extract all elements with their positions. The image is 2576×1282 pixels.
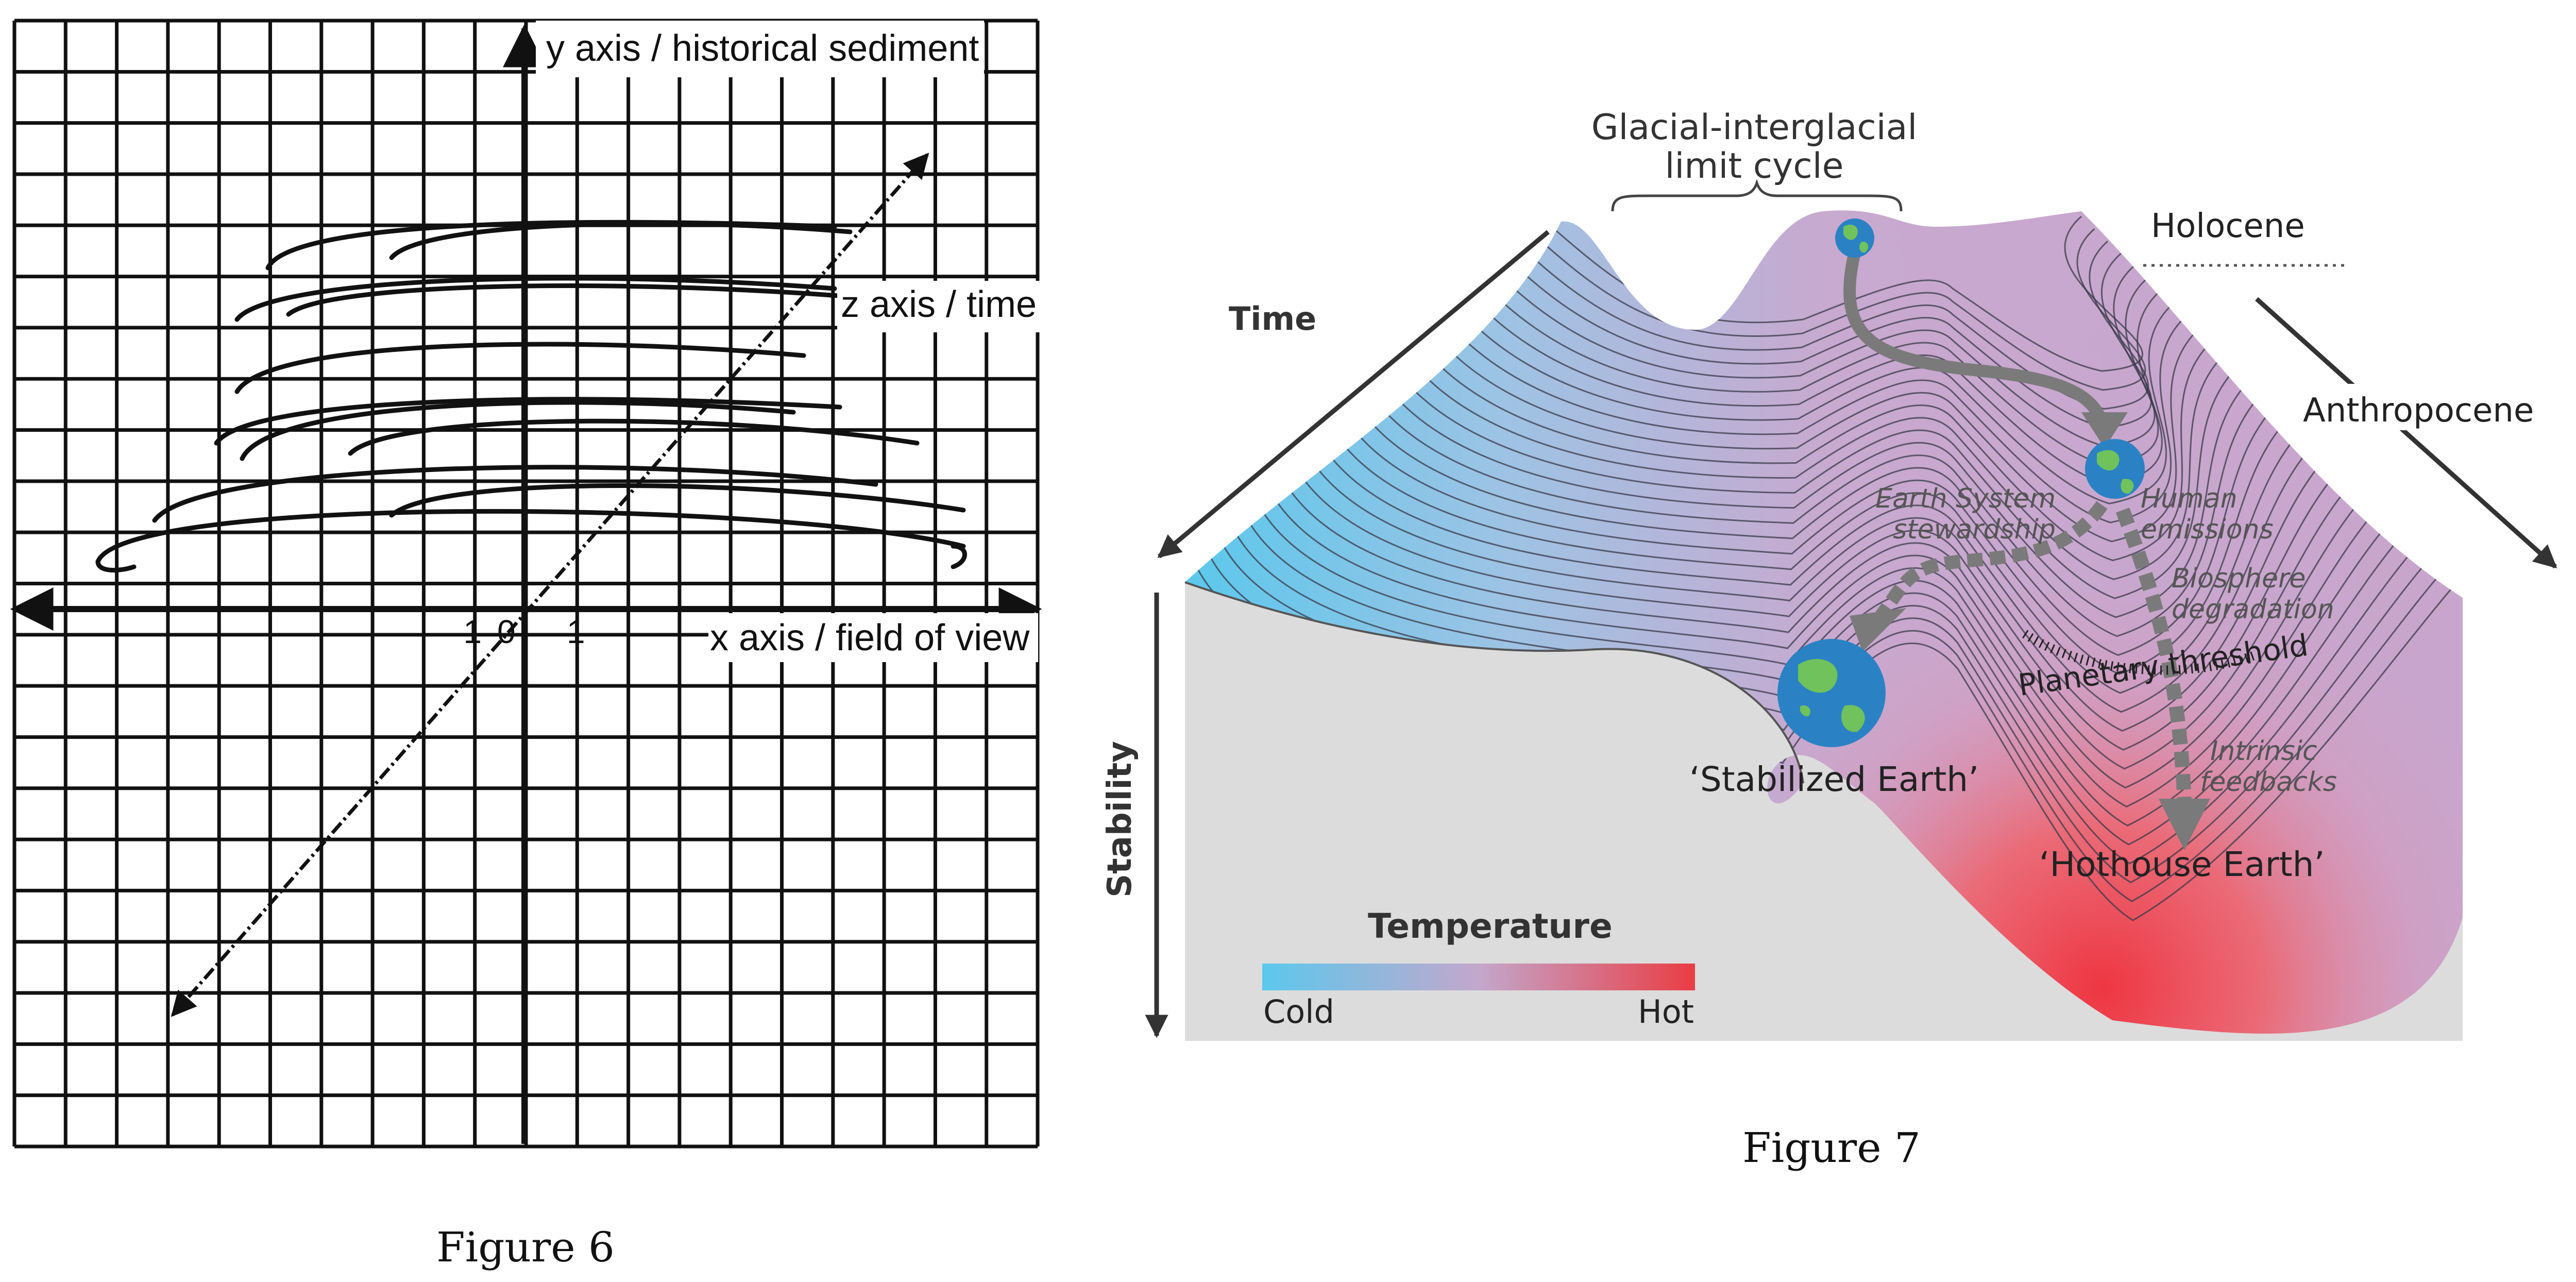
- contour-line: [1420, 340, 2214, 562]
- contour-line: [1483, 278, 2159, 467]
- figure7-stewardship-line1: Earth System: [1875, 483, 2056, 514]
- figure6-x-axis-label: x axis / field of view: [710, 617, 1030, 659]
- figure7-human-line2: emissions: [2141, 514, 2274, 545]
- figure6-z-axis-label: z axis / time: [841, 284, 1037, 325]
- figure7-legend-hot: Hot: [1638, 993, 1694, 1031]
- figure6-tick-zero: 0: [497, 613, 516, 650]
- figure7-threshold-arc: [2022, 630, 2259, 675]
- figure7: Time Anthropocene Holocene Glacial-inter…: [1101, 107, 2557, 1172]
- contour-line: [1358, 401, 2279, 656]
- figure7-stewardship-arrow: [1870, 501, 2108, 628]
- contour-line: [1246, 513, 2398, 826]
- figure7-holocene-label: Holocene: [2151, 207, 2305, 245]
- contour-line: [1396, 364, 2240, 599]
- figure7-human-line1: Human: [2141, 483, 2238, 514]
- figure7-anthropocene-arrow: [2255, 297, 2557, 569]
- figure7-time-label: Time: [1229, 300, 1316, 338]
- figure7-holocene-path-arrow: [1843, 246, 2108, 429]
- figure7-feedbacks-line2: feedbacks: [2200, 767, 2337, 798]
- figure7-biosphere-line2: degradation: [2172, 594, 2334, 625]
- contour-line: [1383, 377, 2253, 618]
- figure6-caption: Figure 6: [436, 1223, 615, 1271]
- figure6-z-axis: [171, 153, 929, 1017]
- contour-line: [1458, 302, 2174, 504]
- figure7-feedbacks-line1: Intrinsic: [2210, 736, 2317, 767]
- figure7-hothouse-label: ‘Hothouse Earth’: [2039, 845, 2325, 884]
- figure7-cycle-label-line1: Glacial-interglacial: [1591, 107, 1917, 148]
- contour-line: [1333, 426, 2306, 694]
- contour-line: [1370, 389, 2266, 637]
- figure7-caption: Figure 7: [1742, 1124, 1921, 1172]
- figure7-stability-label: Stability: [1101, 741, 1139, 898]
- contour-line: [1445, 315, 2188, 524]
- figure7-cycle-brace: [1611, 179, 1903, 212]
- figure7-earth-icon-crossroads: [2085, 439, 2145, 499]
- figure7-anthropocene-label: Anthropocene: [2303, 392, 2534, 430]
- figure7-earth-icon-stabilized: [1777, 639, 1886, 747]
- figure7-legend-cold: Cold: [1263, 993, 1334, 1031]
- figure7-pathways: [1843, 246, 2210, 850]
- contour-line: [1309, 451, 2332, 732]
- figure7-stewardship-line2: stewardship: [1893, 514, 2056, 545]
- figure6-y-axis-label: y axis / historical sediment: [546, 28, 979, 69]
- contour-line: [1433, 327, 2200, 543]
- figure6-tick-pos: 1: [567, 613, 585, 650]
- contour-line: [1271, 488, 2371, 789]
- figure6-tick-neg: -1: [452, 613, 482, 650]
- contour-line: [1346, 414, 2293, 675]
- contour-line: [1296, 463, 2345, 751]
- figure7-biosphere-line1: Biosphere: [2172, 563, 2306, 594]
- figure7-earth-icon-holocene: [1835, 218, 1874, 258]
- figure7-legend-colorbar: [1262, 964, 1695, 990]
- figure7-time-arrow: [1157, 230, 1550, 559]
- figure7-stabilized-label: ‘Stabilized Earth’: [1689, 760, 1979, 799]
- contour-line: [1321, 438, 2319, 713]
- figure6: y axis / historical sediment z axis / ti…: [10, 19, 1042, 1271]
- figure7-cycle-label-line2: limit cycle: [1665, 146, 1844, 187]
- figure7-emissions-arrow: [2115, 508, 2192, 804]
- contour-line: [1408, 352, 2227, 580]
- contour-line: [1259, 500, 2385, 808]
- figure6-sediment-arcs: [95, 220, 967, 573]
- figure7-legend-title: Temperature: [1368, 906, 1613, 946]
